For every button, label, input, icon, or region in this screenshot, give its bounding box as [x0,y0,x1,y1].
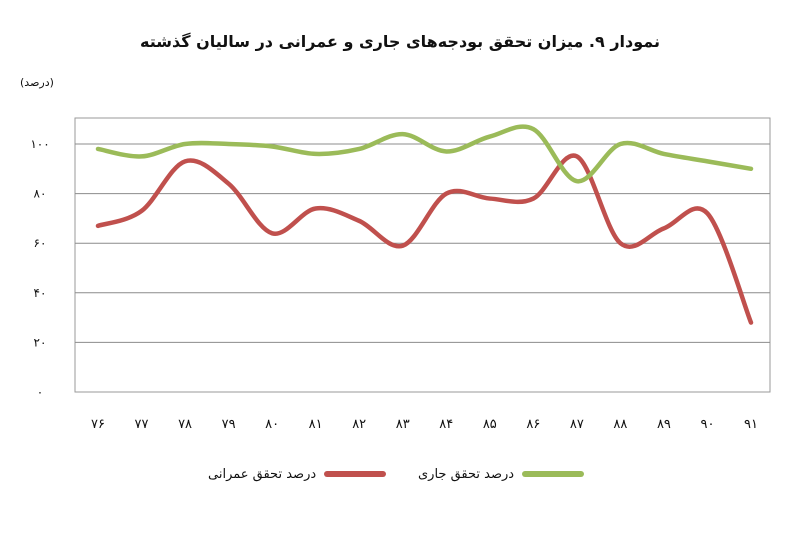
y-tick-label: ۲۰ [34,335,47,349]
chart-title: نمودار ۹. میزان تحقق بودجه‌های جاری و عم… [139,32,660,51]
plot-border [74,117,771,393]
x-tick-label: ۷۹ [222,417,236,432]
y-tick-label: ۱۰۰ [30,137,49,151]
series-line-construction [95,153,754,325]
x-tick-label: ۹۰ [700,417,714,432]
y-tick-label: ۰ [37,385,43,399]
x-tick-label: ۹۱ [744,417,758,432]
x-tick-label: ۸۲ [352,417,366,432]
legend-label-construction: درصد تحقق عمرانی [208,466,317,482]
legend-swatch-construction [324,471,387,477]
legend: درصد تحقق عمرانی درصد تحقق جاری [0,462,800,486]
x-tick-label: ۸۵ [483,417,497,432]
y-tick-label: ۸۰ [34,187,47,201]
y-tick-label: ۶۰ [34,236,47,250]
series-line-current [95,124,754,184]
x-tick-label: ۷۷ [135,417,149,432]
x-tick-label: ۸۳ [396,417,410,432]
legend-swatch-current [522,471,585,477]
x-tick-label: ۸۱ [309,417,323,432]
x-tick-label: ۸۶ [526,417,540,432]
legend-item-current: درصد تحقق جاری [418,462,585,486]
y-tick-label: ۴۰ [34,286,47,300]
y-axis-unit-label: (درصد) [20,76,54,89]
x-tick-label: ۷۶ [91,417,105,432]
legend-label-current: درصد تحقق جاری [418,466,515,482]
x-tick-label: ۸۰ [265,417,279,432]
x-tick-label: ۸۷ [570,417,584,432]
x-tick-label: ۷۸ [178,417,192,432]
x-tick-label: ۸۹ [657,417,671,432]
x-tick-label: ۸۴ [439,417,453,432]
x-tick-label: ۸۸ [613,417,627,432]
legend-item-construction: درصد تحقق عمرانی [208,462,387,486]
